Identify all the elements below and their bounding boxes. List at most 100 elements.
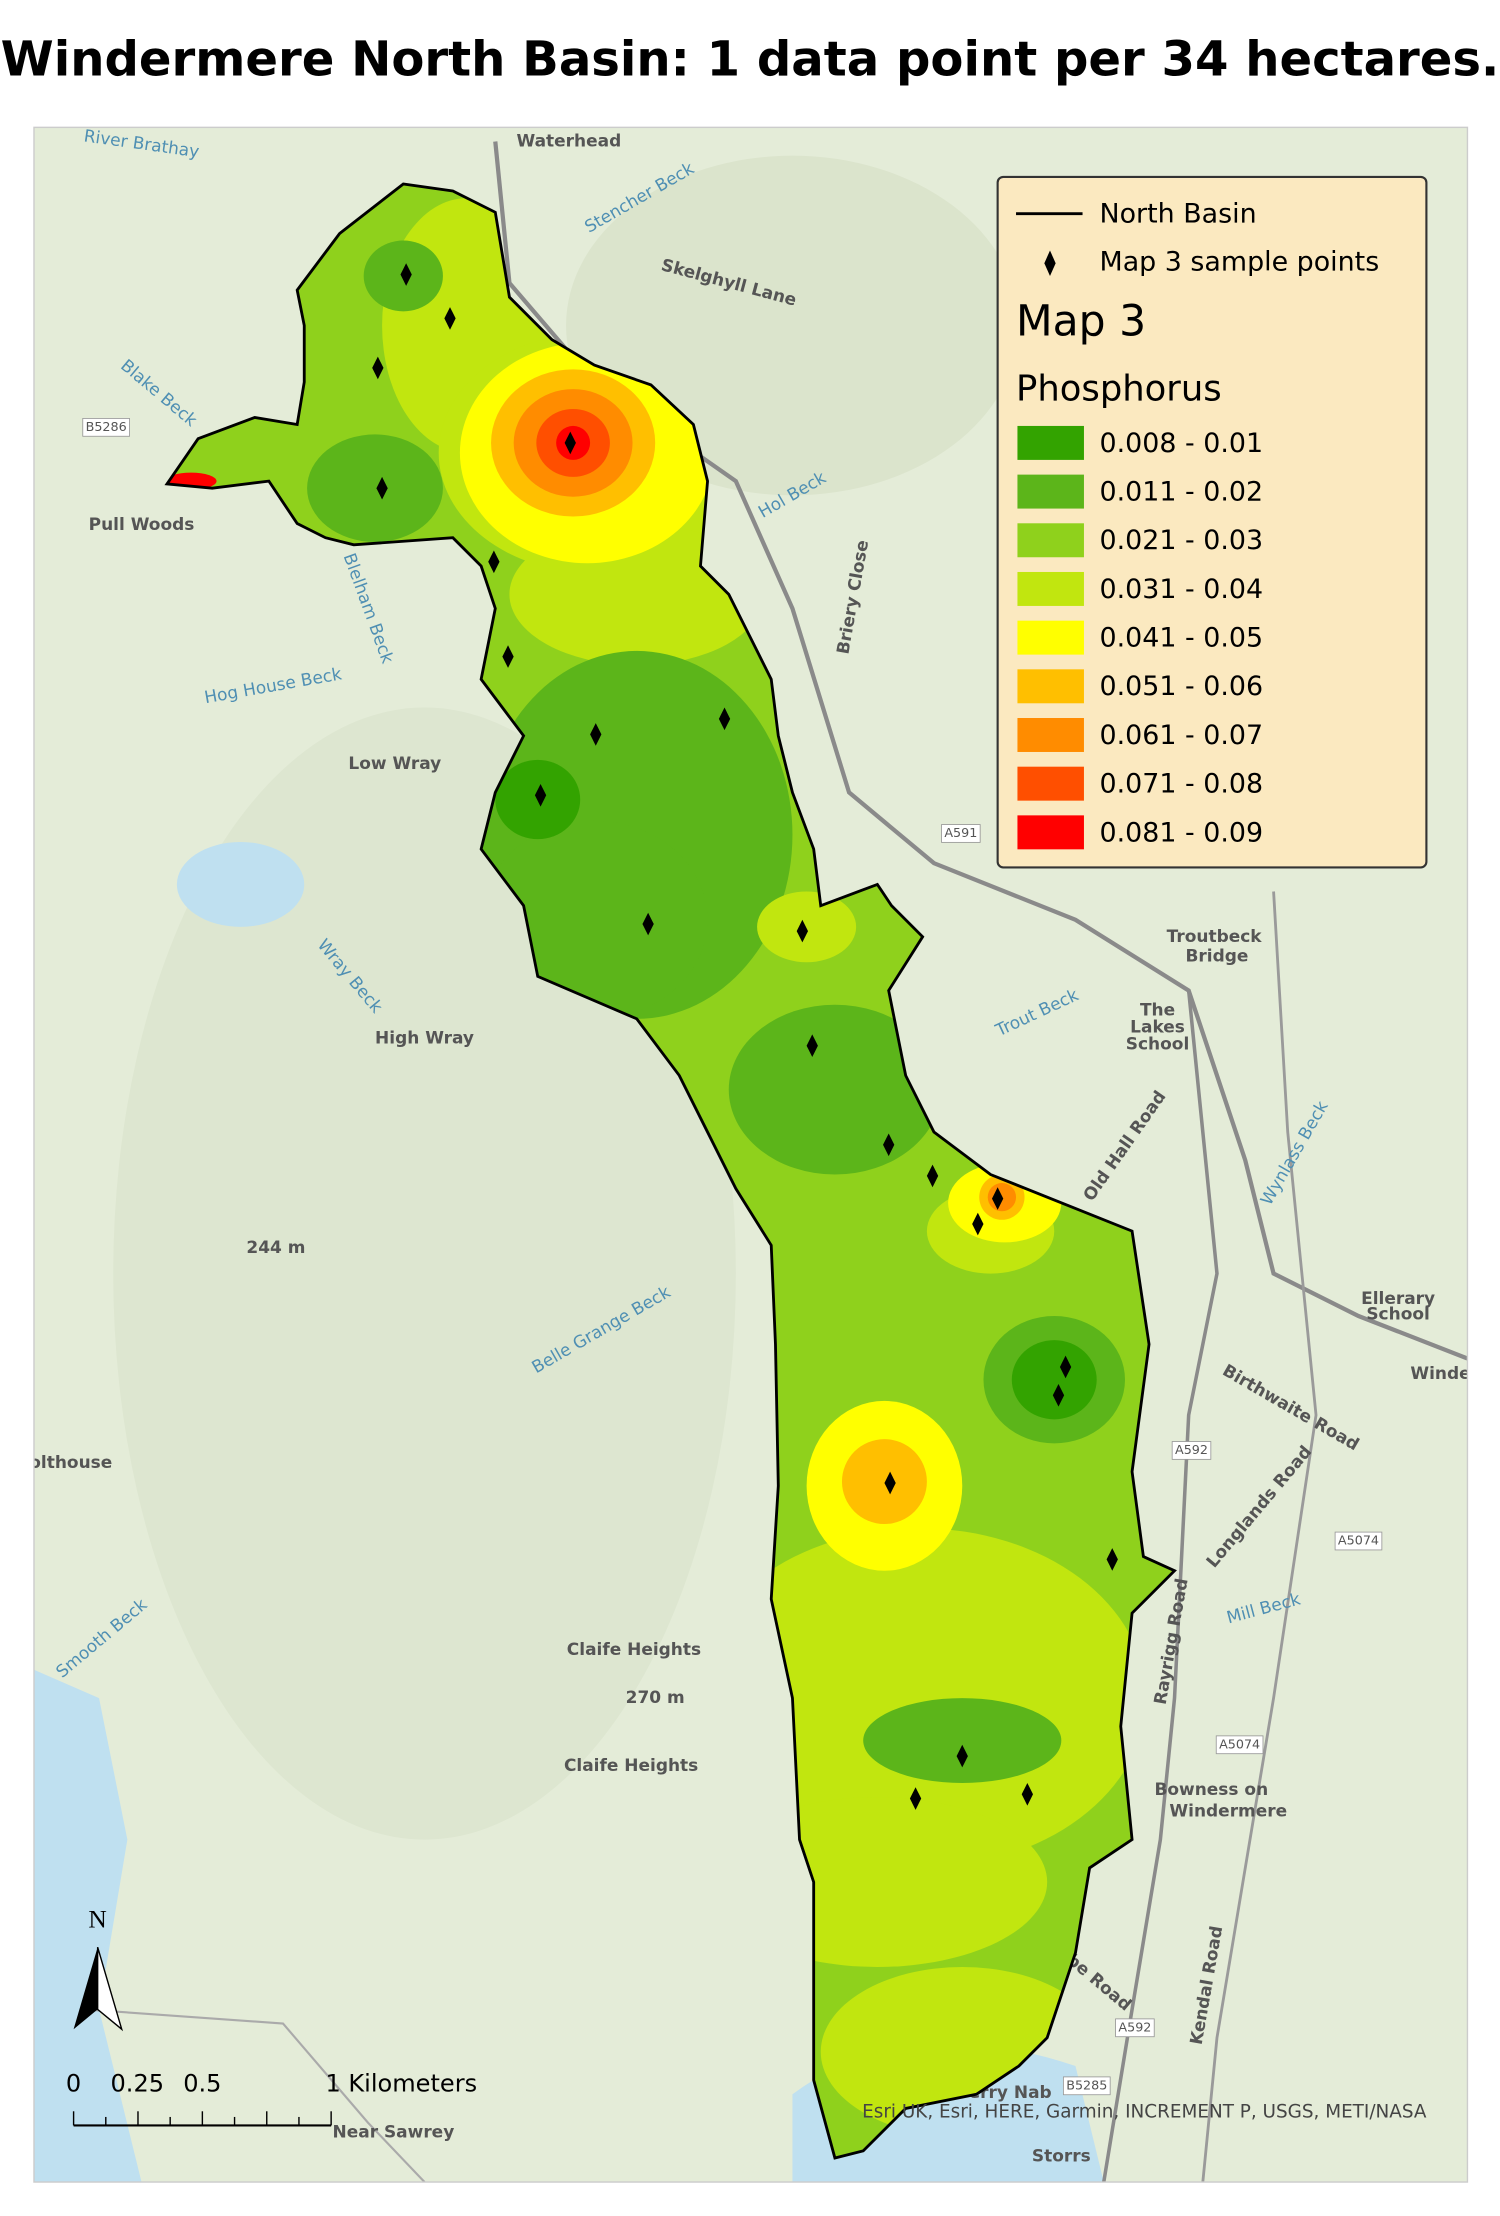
sample-point: [884, 1471, 896, 1495]
sample-point: [488, 550, 500, 574]
sample-point: [909, 1787, 922, 1810]
road-shield: [1215, 1735, 1264, 1755]
legend-class-label: 0.008 - 0.01: [1100, 428, 1264, 459]
sample-point: [400, 263, 412, 286]
water-body: [33, 1669, 142, 2183]
scale-label: 0.25: [111, 2069, 165, 2097]
place-label: 270 m: [626, 1688, 685, 1708]
class-area: [863, 1698, 1062, 1783]
sample-point: [1021, 1782, 1034, 1806]
place-label: Storrs: [1032, 2147, 1091, 2167]
road-shield: [941, 824, 981, 843]
place-label: A591: [944, 826, 977, 841]
sample-point: [926, 1164, 939, 1188]
legend-class-label: 0.071 - 0.08: [1100, 769, 1264, 800]
place-label: A592: [1175, 1443, 1208, 1458]
place-label: Claife Heights: [564, 1756, 698, 1776]
road: [84, 2008, 426, 2183]
legend-class-label: 0.031 - 0.04: [1100, 574, 1264, 605]
sample-point: [883, 1133, 895, 1157]
class-area: [757, 891, 857, 963]
legend-swatch: [1017, 425, 1084, 460]
legend-swatch: [1017, 766, 1084, 801]
legend-class-label: 0.021 - 0.03: [1100, 525, 1264, 556]
place-label: Low Wray: [348, 754, 441, 774]
sample-point: [502, 645, 514, 668]
legend: North Basin Map 3 sample points Map 3 Ph…: [996, 175, 1428, 869]
place-label: A5074: [1338, 1534, 1379, 1549]
water-body: [176, 841, 305, 927]
place-label: Ellerary: [1361, 1289, 1435, 1309]
place-label: Lakes: [1130, 1017, 1185, 1037]
legend-class-label: 0.051 - 0.06: [1100, 671, 1264, 702]
class-area: [728, 1004, 942, 1175]
map-frame: [33, 126, 1469, 2183]
legend-swatch: [1017, 815, 1084, 850]
place-label: The: [1140, 1000, 1175, 1020]
place-label: High Wray: [375, 1029, 474, 1049]
sample-point: [376, 476, 388, 500]
road: [1102, 990, 1219, 2183]
sample-point: [534, 783, 547, 807]
sample-point: [444, 307, 456, 330]
place-label: School: [1366, 1305, 1430, 1325]
attribution: Esri UK, Esri, HERE, Garmin, INCREMENT P…: [862, 2102, 1427, 2123]
place-label: Waterhead: [516, 132, 621, 152]
legend-class-label: 0.011 - 0.02: [1100, 477, 1264, 508]
road-shield: [1115, 2018, 1155, 2038]
scale-bar: 0 0.25 0.5 1 Kilometers: [66, 2069, 477, 2127]
legend-classes: 0.008 - 0.01 0.011 - 0.02 0.021 - 0.03 0.03…: [1017, 425, 1264, 850]
class-area: [841, 1439, 927, 1525]
sample-point: [972, 1212, 984, 1236]
place-label: B5285: [1066, 2078, 1107, 2093]
legend-swatch: [1017, 474, 1084, 509]
road: [1201, 891, 1318, 2183]
legend-class-label: 0.061 - 0.07: [1100, 720, 1264, 751]
sample-point: [642, 912, 654, 936]
legend-line-label: North Basin: [1100, 199, 1257, 230]
title: Windermere North Basin: 1 data point per…: [1, 31, 1500, 87]
place-label: Bowness on: [1154, 1780, 1268, 1800]
place-label: A592: [1118, 2020, 1151, 2035]
place-label: 244 m: [246, 1238, 305, 1258]
place-label: Pull Woods: [89, 515, 195, 535]
place-label: Windermere: [1169, 1801, 1287, 1821]
north-arrow-right: [96, 1946, 124, 2032]
sample-point: [1106, 1548, 1118, 1571]
legend-box: [996, 175, 1428, 869]
sample-point: [796, 919, 809, 943]
legend-swatch: [1017, 669, 1084, 704]
place-label: Claife Heights: [567, 1640, 701, 1660]
place-label: Winde: [1410, 1364, 1470, 1384]
scale-label: 0.5: [183, 2069, 221, 2097]
legend-point-symbol: [1044, 250, 1056, 276]
place-label: School: [1126, 1034, 1190, 1054]
road-shield: [1334, 1531, 1383, 1551]
legend-map-title: Map 3: [1016, 298, 1146, 347]
legend-class-label: 0.041 - 0.05: [1100, 623, 1264, 654]
north-basin-outline: [164, 182, 1177, 2160]
place-label: Bridge: [1186, 947, 1249, 967]
place-label: Near Sawrey: [333, 2123, 455, 2143]
legend-point-label: Map 3 sample points: [1100, 247, 1380, 278]
north-label: N: [88, 1905, 106, 1934]
place-label: olthouse: [29, 1453, 112, 1473]
sample-point: [1052, 1383, 1065, 1407]
sample-point: [806, 1034, 818, 1058]
class-area: [1011, 1340, 1097, 1420]
class-area: [693, 1528, 1147, 1868]
legend-swatch: [1017, 620, 1084, 655]
legend-class-label: 0.081 - 0.09: [1100, 817, 1264, 848]
sample-point: [564, 431, 576, 455]
place-label: B5286: [86, 420, 127, 435]
legend-swatch: [1017, 523, 1084, 558]
class-area: [307, 434, 443, 542]
road-shield: [82, 418, 130, 437]
legend-swatch: [1017, 571, 1084, 606]
place-label: A5074: [1219, 1737, 1260, 1752]
scale-label: 1 Kilometers: [325, 2069, 477, 2097]
place-label: Troutbeck: [1167, 927, 1263, 947]
road-shield: [1062, 2076, 1111, 2096]
